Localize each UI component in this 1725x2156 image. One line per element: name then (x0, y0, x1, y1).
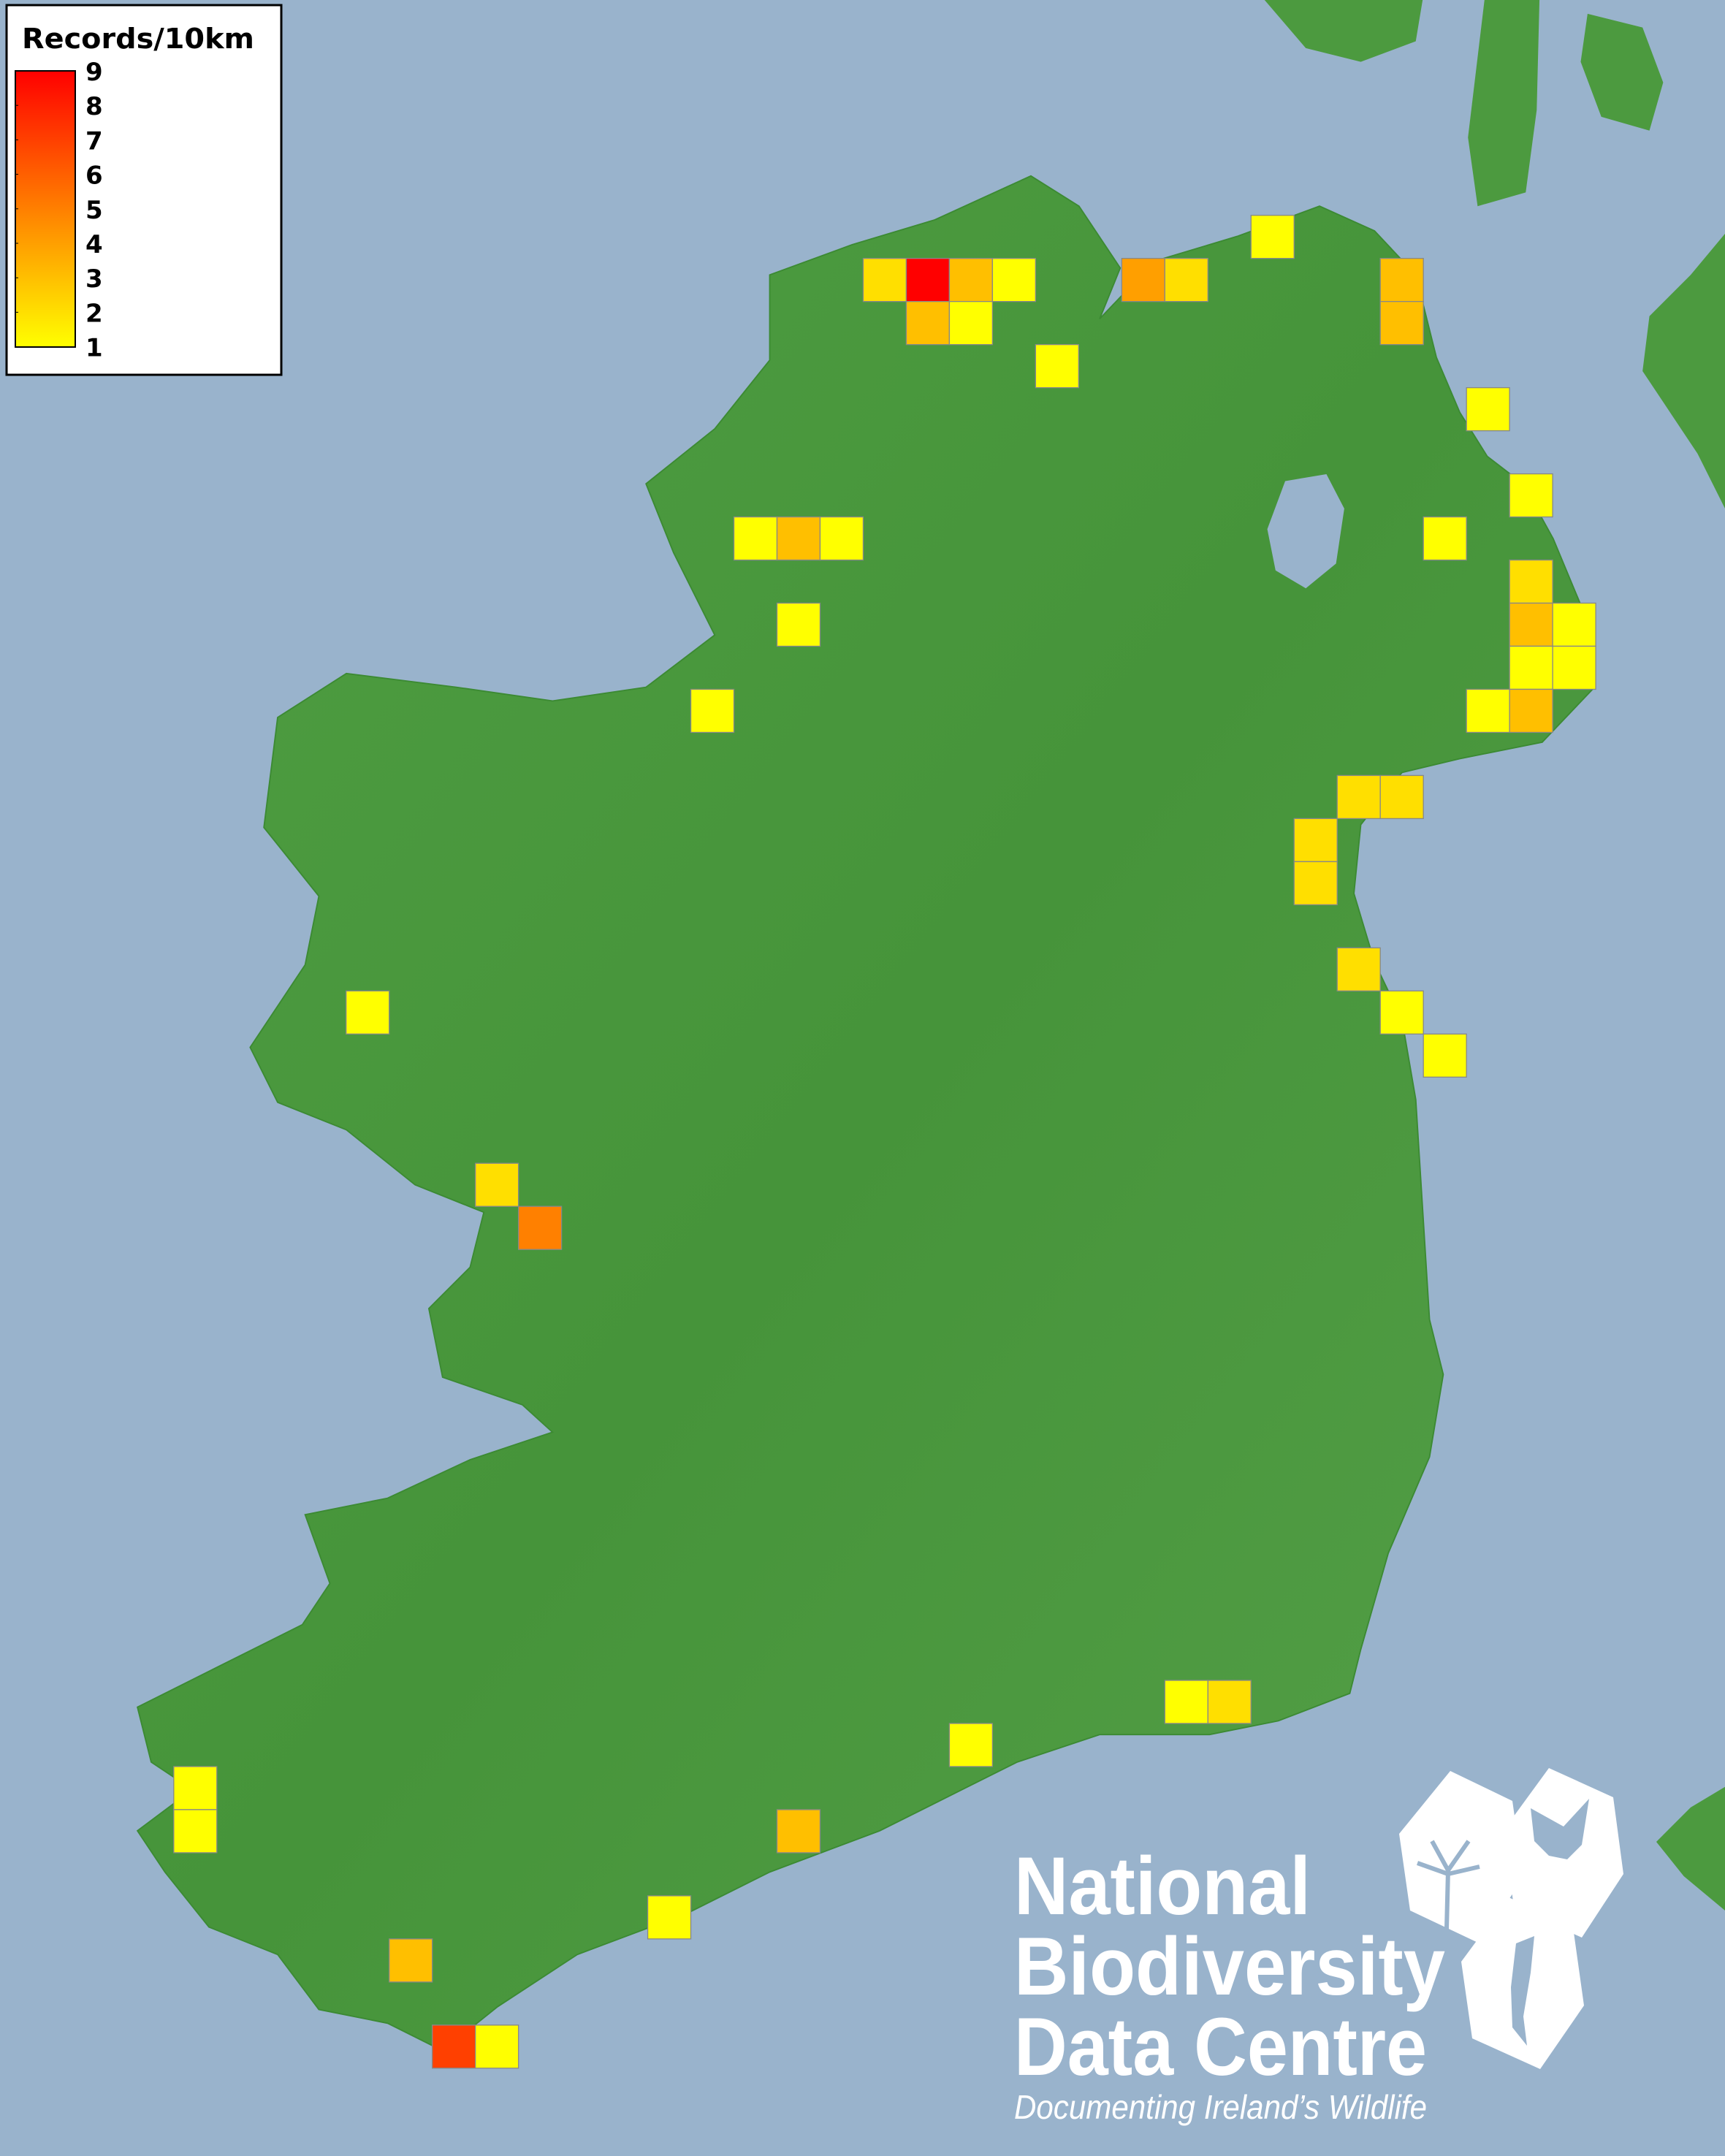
legend-label: 2 (85, 299, 103, 328)
legend-color-bar (15, 70, 76, 348)
grid-square[interactable] (1164, 1680, 1208, 1724)
grid-square[interactable] (690, 688, 735, 734)
grid-square[interactable] (1207, 1680, 1252, 1724)
grid-square[interactable] (1379, 301, 1424, 346)
legend-label: 8 (85, 92, 103, 121)
grid-square[interactable] (1379, 990, 1424, 1035)
legend-label: 6 (85, 161, 103, 191)
grid-square[interactable] (1336, 947, 1381, 991)
logo-line-1: National (1014, 1840, 1311, 1932)
grid-square[interactable] (1121, 258, 1165, 302)
grid-square[interactable] (948, 258, 994, 302)
grid-square[interactable] (1509, 559, 1553, 604)
logo-tagline: Documenting Ireland’s Wildlife (1014, 2088, 1427, 2126)
grid-square[interactable] (1466, 688, 1510, 734)
grid-square[interactable] (819, 516, 864, 561)
grid-square[interactable] (517, 1205, 563, 1250)
grid-square[interactable] (776, 602, 821, 647)
scotland-kintyre (1468, 0, 1540, 207)
grid-square[interactable] (1509, 688, 1553, 734)
grid-square[interactable] (173, 1809, 218, 1854)
grid-square[interactable] (1164, 258, 1208, 302)
nbdc-logo: National Biodiversity Data Centre Docume… (1014, 1768, 1623, 2126)
legend-title: Records/10km (22, 23, 254, 55)
grid-square[interactable] (1509, 473, 1553, 518)
ireland-landmass (136, 175, 1596, 2052)
grid-square[interactable] (1379, 774, 1424, 820)
scotland-arran (1580, 13, 1664, 131)
grid-square[interactable] (346, 990, 390, 1035)
grid-square[interactable] (776, 516, 821, 561)
grid-square[interactable] (991, 258, 1037, 302)
grid-square[interactable] (173, 1766, 218, 1810)
grid-square[interactable] (948, 1723, 994, 1767)
logo-line-3: Data Centre (1014, 2001, 1427, 2092)
grid-square[interactable] (1035, 343, 1080, 389)
grid-square[interactable] (948, 301, 994, 346)
legend-label: 3 (85, 264, 103, 294)
legend: Records/10km 9 8 7 6 5 4 3 2 1 (5, 4, 283, 376)
tree-icon (1399, 1771, 1523, 1943)
legend-label: 4 (85, 230, 103, 259)
grid-square[interactable] (1250, 215, 1295, 259)
grid-square[interactable] (1509, 645, 1553, 690)
grid-square[interactable] (1293, 818, 1338, 863)
scotland-islay (1264, 0, 1423, 62)
grid-squares-layer (173, 215, 1596, 2069)
grid-square[interactable] (1379, 258, 1424, 302)
grid-square[interactable] (1423, 516, 1467, 561)
grid-square[interactable] (1552, 602, 1596, 647)
grid-square[interactable] (474, 1162, 519, 1207)
logo-hexagons (1399, 1768, 1623, 2069)
scotland-galloway (1642, 233, 1725, 509)
grid-square[interactable] (1509, 602, 1553, 647)
grid-square[interactable] (776, 1809, 821, 1854)
map-layer (136, 0, 1725, 2069)
grid-square[interactable] (389, 1938, 433, 1983)
grid-square[interactable] (862, 258, 907, 302)
grid-square[interactable] (647, 1895, 692, 1940)
grid-square[interactable] (905, 258, 951, 302)
grid-square[interactable] (1423, 1033, 1467, 1078)
grid-square[interactable] (733, 516, 778, 561)
grid-square[interactable] (1552, 645, 1596, 690)
legend-label: 1 (85, 334, 103, 363)
grid-square[interactable] (474, 2024, 519, 2069)
grid-square[interactable] (1293, 861, 1338, 906)
grid-square[interactable] (905, 301, 951, 346)
legend-label: 5 (85, 196, 103, 225)
wales-llyn (1656, 1786, 1725, 1911)
legend-label: 7 (85, 126, 103, 156)
grid-square[interactable] (432, 2024, 476, 2069)
grid-square[interactable] (1466, 386, 1510, 432)
logo-line-2: Biodiversity (1014, 1921, 1445, 2012)
grid-square[interactable] (1336, 774, 1381, 820)
legend-label: 9 (85, 58, 103, 87)
lough-neagh (1267, 474, 1344, 589)
